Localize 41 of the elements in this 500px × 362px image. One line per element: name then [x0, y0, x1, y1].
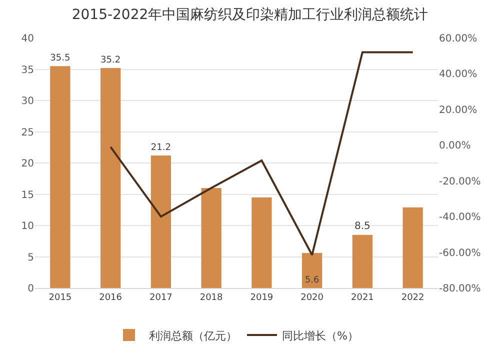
- y2-tick-label: -40.00%: [439, 212, 481, 224]
- y-tick-label: 15: [21, 190, 34, 201]
- x-tick-label: 2019: [250, 292, 274, 303]
- data-label: 8.5: [354, 220, 370, 232]
- x-tick-label: 2022: [401, 292, 424, 303]
- y-tick-label: 20: [21, 158, 34, 170]
- x-tick-label: 2016: [99, 292, 122, 303]
- data-label: 35.2: [100, 55, 121, 66]
- legend-label: 同比增长（%）: [282, 329, 358, 342]
- y-tick-label: 5: [28, 252, 34, 264]
- x-tick-label: 2020: [300, 292, 324, 303]
- y2-tick-label: -80.00%: [439, 284, 481, 294]
- bar: [150, 156, 172, 288]
- bar: [201, 188, 222, 288]
- legend-label: 利润总额（亿元）: [149, 329, 237, 342]
- y-tick-label: 30: [21, 96, 34, 107]
- x-tick-label: 2021: [350, 292, 374, 303]
- x-tick-label: 2017: [149, 292, 172, 303]
- bar: [352, 234, 373, 288]
- y-tick-label: 35: [21, 64, 34, 76]
- y2-tick-label: -60.00%: [439, 248, 481, 259]
- data-label: 35.5: [50, 53, 70, 64]
- bar: [402, 207, 423, 288]
- bar: [302, 253, 322, 288]
- y2-tick-label: 40.00%: [439, 69, 478, 80]
- y2-tick-label: 20.00%: [439, 104, 478, 116]
- data-label: 5.6: [305, 275, 320, 286]
- x-tick-label: 2018: [200, 292, 224, 303]
- x-tick-label: 2015: [48, 292, 72, 303]
- bar: [100, 68, 121, 288]
- chart-title: 2015-2022年中国麻纺织及印染精加工行业利润总额统计: [72, 6, 428, 23]
- y2-tick-label: -20.00%: [439, 176, 481, 188]
- y-tick-label: 10: [21, 221, 34, 232]
- bar: [252, 197, 272, 288]
- y-tick-label: 40: [21, 34, 34, 44]
- y2-tick-label: 0.00%: [439, 140, 471, 152]
- data-label: 21.2: [150, 142, 171, 153]
- y-tick-label: 25: [21, 127, 34, 138]
- y-tick-label: 0: [28, 284, 34, 294]
- y2-tick-label: 60.00%: [439, 34, 478, 44]
- bar: [50, 66, 70, 288]
